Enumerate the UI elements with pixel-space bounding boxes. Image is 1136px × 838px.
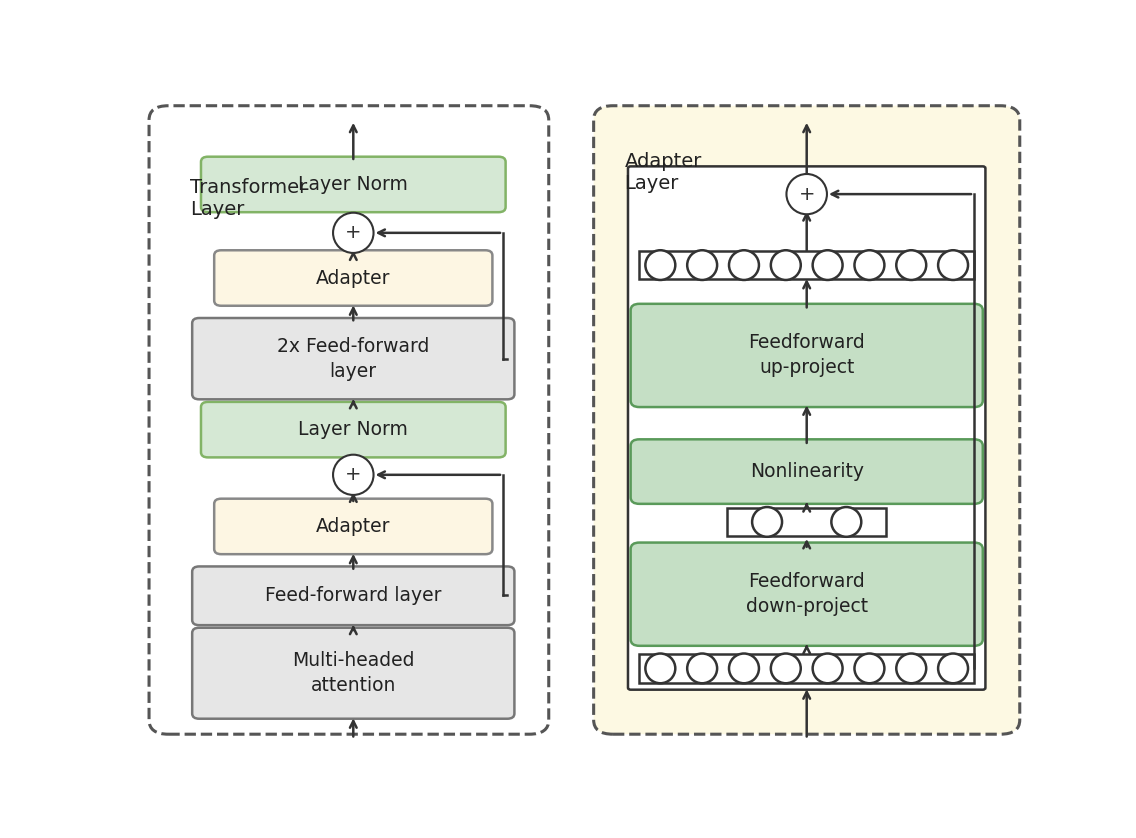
- FancyBboxPatch shape: [215, 499, 492, 554]
- Ellipse shape: [333, 455, 374, 495]
- FancyBboxPatch shape: [201, 402, 506, 458]
- Text: Feedforward
down-project: Feedforward down-project: [745, 572, 868, 616]
- FancyBboxPatch shape: [630, 542, 983, 646]
- Text: Nonlinearity: Nonlinearity: [750, 462, 863, 481]
- Text: Layer Norm: Layer Norm: [299, 175, 408, 194]
- Text: Transformer
Layer: Transformer Layer: [191, 178, 308, 219]
- Ellipse shape: [896, 251, 926, 280]
- Ellipse shape: [786, 174, 827, 215]
- Ellipse shape: [729, 654, 759, 683]
- Ellipse shape: [771, 654, 801, 683]
- Ellipse shape: [645, 251, 675, 280]
- FancyBboxPatch shape: [594, 106, 1020, 734]
- FancyBboxPatch shape: [192, 628, 515, 719]
- Ellipse shape: [729, 251, 759, 280]
- Ellipse shape: [832, 507, 861, 537]
- Ellipse shape: [687, 654, 717, 683]
- FancyBboxPatch shape: [192, 318, 515, 400]
- FancyBboxPatch shape: [215, 251, 492, 306]
- FancyBboxPatch shape: [628, 167, 985, 690]
- FancyBboxPatch shape: [727, 508, 886, 536]
- Ellipse shape: [333, 213, 374, 253]
- Text: Adapter: Adapter: [316, 268, 391, 287]
- FancyBboxPatch shape: [201, 157, 506, 212]
- Ellipse shape: [812, 654, 843, 683]
- Ellipse shape: [938, 251, 968, 280]
- Text: Multi-headed
attention: Multi-headed attention: [292, 651, 415, 696]
- FancyBboxPatch shape: [630, 304, 983, 407]
- FancyBboxPatch shape: [640, 251, 974, 279]
- Ellipse shape: [896, 654, 926, 683]
- Text: +: +: [345, 465, 361, 484]
- Text: 2x Feed-forward
layer: 2x Feed-forward layer: [277, 337, 429, 380]
- Ellipse shape: [854, 654, 885, 683]
- Text: Feed-forward layer: Feed-forward layer: [265, 587, 442, 605]
- Text: Adapter: Adapter: [316, 517, 391, 536]
- Text: Adapter
Layer: Adapter Layer: [625, 153, 702, 194]
- Ellipse shape: [938, 654, 968, 683]
- Text: +: +: [799, 184, 815, 204]
- Text: Feedforward
up-project: Feedforward up-project: [749, 334, 866, 377]
- FancyBboxPatch shape: [630, 439, 983, 504]
- Ellipse shape: [771, 251, 801, 280]
- Ellipse shape: [752, 507, 782, 537]
- FancyBboxPatch shape: [192, 566, 515, 625]
- FancyBboxPatch shape: [640, 654, 974, 683]
- Ellipse shape: [687, 251, 717, 280]
- FancyBboxPatch shape: [149, 106, 549, 734]
- Ellipse shape: [854, 251, 885, 280]
- Ellipse shape: [645, 654, 675, 683]
- Text: Layer Norm: Layer Norm: [299, 420, 408, 439]
- Text: +: +: [345, 224, 361, 242]
- Ellipse shape: [812, 251, 843, 280]
